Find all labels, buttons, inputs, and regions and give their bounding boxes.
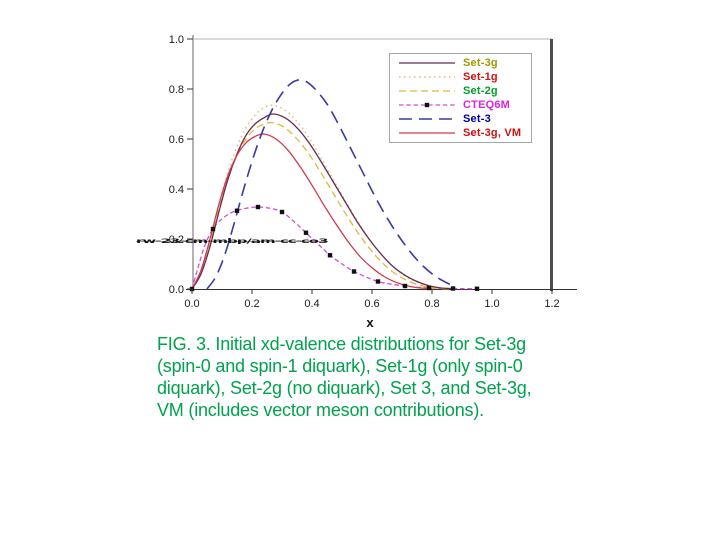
- marker-square-cteq6m: [279, 209, 285, 215]
- marker-square-cteq6m: [474, 286, 480, 291]
- legend-label: CTEQ6M: [463, 99, 511, 111]
- x-tick-label: 0.0: [184, 298, 199, 310]
- legend-label: Set-3g: [463, 57, 498, 69]
- x-axis-title: x: [366, 315, 374, 330]
- marker-square-cteq6m: [255, 204, 261, 210]
- compressed-text-artifact: rw-23-cm-mbp/am-cc-co3w: [136, 238, 328, 244]
- x-tick-label: 0.8: [424, 298, 439, 310]
- legend-label: Set-1g: [463, 71, 498, 83]
- marker-square-cteq6m: [402, 283, 408, 289]
- legend-item: Set-2g: [398, 85, 531, 98]
- legend-item: Set-3: [398, 113, 531, 126]
- caption-line-3: diquark), Set-2g (no diquark), Set 3, an…: [157, 378, 532, 398]
- x-tick-label: 1.2: [544, 298, 559, 310]
- curve-set-3: [206, 79, 457, 290]
- legend-line-sample: [399, 76, 455, 78]
- x-ticks-group: 0.0 0.2 0.4 0.6 0.8 1.0 1.2: [184, 289, 560, 310]
- legend-line-sample: [399, 102, 455, 108]
- legend: Set-3g Set-1g Set-2g CTEQ6M Set-3 Set-3g, VM: [389, 53, 532, 143]
- caption-line-1: FIG. 3. Initial xd-valence distributions…: [157, 334, 526, 354]
- curve-set-2g: [191, 121, 454, 290]
- legend-line-sample: [399, 90, 455, 92]
- curve-set-3g-vm: [191, 133, 433, 290]
- legend-line-sample: [399, 118, 455, 120]
- marker-square-cteq6m: [210, 226, 216, 232]
- x-tick-label: 0.4: [304, 298, 319, 310]
- marker-square-cteq6m: [303, 230, 309, 235]
- x-tick-label: 0.2: [244, 298, 259, 310]
- y-tick-label: 0.8: [169, 84, 184, 96]
- y-tick-label: 0.0: [169, 284, 184, 296]
- legend-item: CTEQ6M: [398, 99, 531, 112]
- figure-caption: FIG. 3. Initial xd-valence distributions…: [157, 333, 627, 421]
- curves-group: [191, 79, 478, 290]
- legend-line-sample: [399, 62, 455, 64]
- legend-line-sample: [399, 132, 455, 134]
- caption-line-4: VM (includes vector meson contributions)…: [157, 400, 484, 420]
- markers-group: [189, 204, 480, 292]
- caption-line-2: (spin-0 and spin-1 diquark), Set-1g (onl…: [157, 356, 523, 376]
- legend-marker-square: [424, 102, 430, 108]
- marker-square-cteq6m: [450, 286, 456, 291]
- legend-item: Set-3g: [398, 57, 531, 70]
- curve-cteq6m: [191, 206, 478, 290]
- legend-label: Set-3g, VM: [463, 127, 522, 139]
- y-ticks-group: 0.0 0.2 0.4 0.6 0.8 1.0: [169, 34, 193, 296]
- legend-label: Set-2g: [463, 85, 498, 97]
- marker-square-cteq6m: [426, 285, 432, 291]
- x-tick-label: 0.6: [364, 298, 379, 310]
- y-tick-label: 1.0: [169, 34, 184, 46]
- legend-label: Set-3: [463, 113, 491, 125]
- legend-item: Set-1g: [398, 71, 531, 84]
- x-tick-label: 1.0: [484, 298, 499, 310]
- marker-square-cteq6m: [234, 208, 240, 213]
- curve-set-3g: [191, 113, 454, 290]
- y-tick-label: 0.2: [169, 234, 184, 246]
- y-tick-label: 0.6: [169, 134, 184, 146]
- marker-square-cteq6m: [375, 279, 381, 284]
- legend-item: Set-3g, VM: [398, 127, 531, 140]
- marker-square-cteq6m: [351, 269, 357, 274]
- marker-square-cteq6m: [327, 253, 333, 258]
- y-tick-label: 0.4: [169, 184, 184, 196]
